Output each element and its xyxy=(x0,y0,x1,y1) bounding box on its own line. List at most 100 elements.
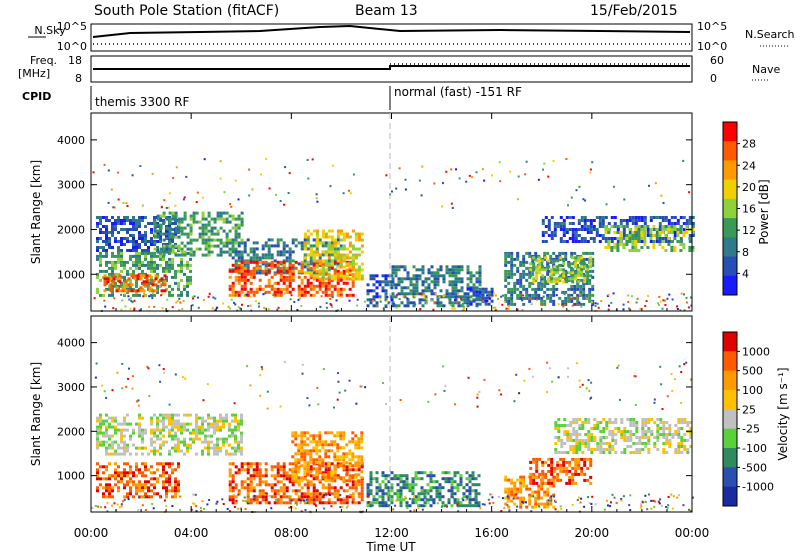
nsky-label: N.Sky xyxy=(34,24,66,37)
x-tick-label: 00:00 xyxy=(675,526,710,540)
x-axis-label: Time UT xyxy=(365,540,416,554)
nsky-tick-bottom-right: 10^0 xyxy=(697,40,727,53)
y-tick-label: 2000 xyxy=(57,425,85,438)
freq-trace xyxy=(93,65,690,70)
y-tick-label: 4000 xyxy=(57,337,85,350)
colorbar-segment xyxy=(723,467,737,488)
x-tick-label: 12:00 xyxy=(374,526,409,540)
colorbar-tick-label: -1000 xyxy=(742,481,774,494)
colorbar-tick-label: -500 xyxy=(742,461,767,474)
colorbar-segment xyxy=(723,237,737,258)
colorbar-segment xyxy=(723,486,737,507)
cpid-left: themis 3300 RF xyxy=(95,95,189,109)
echo-region xyxy=(529,457,593,485)
colorbar-tick-label: 16 xyxy=(742,203,756,216)
colorbar-segment xyxy=(723,428,737,449)
echo-region xyxy=(366,471,481,508)
velocity-y-label: Slant Range [km] xyxy=(29,362,43,466)
echo-region xyxy=(529,256,593,284)
colorbar-tick-label: -100 xyxy=(742,442,767,455)
velocity-data xyxy=(91,361,694,514)
power-y-label: Slant Range [km] xyxy=(29,160,43,264)
y-tick-label: 4000 xyxy=(57,134,85,147)
freq-tick-top: 18 xyxy=(68,54,82,67)
date-title: 15/Feb/2015 xyxy=(590,3,678,19)
ground-scatter xyxy=(92,157,693,313)
echo-region xyxy=(103,274,167,293)
x-tick-label: 16:00 xyxy=(474,526,509,540)
colorbar-segment xyxy=(723,332,737,352)
velocity-colorbar-label: Velocity [m s⁻¹] xyxy=(776,367,790,460)
colorbar-tick-label: 1000 xyxy=(742,345,770,358)
power-colorbar-label: Power [dB] xyxy=(757,179,771,244)
colorbar-tick-label: 4 xyxy=(742,267,749,280)
echo-region xyxy=(554,418,693,454)
colorbar-tick-label: 500 xyxy=(742,365,763,378)
power-data xyxy=(92,157,695,313)
cpid-label: CPID xyxy=(22,90,51,103)
velocity-colorbar: 1000 500 100 25 -25 -100 -500 -1000 xyxy=(722,331,774,507)
echo-region xyxy=(153,211,244,257)
echo-region xyxy=(391,265,482,308)
x-tick-label: 08:00 xyxy=(274,526,309,540)
cpid-strip: CPID themis 3300 RF normal (fast) -151 R… xyxy=(22,85,522,110)
colorbar-tick-label: 12 xyxy=(742,224,756,237)
x-axis-ticks: 00:00 04:00 08:00 12:00 16:00 20:00 00:00 xyxy=(74,113,710,540)
colorbar-tick-label: 24 xyxy=(742,159,756,172)
echo-region xyxy=(604,225,695,252)
colorbar-tick-label: 100 xyxy=(742,384,763,397)
nsky-tick-top: 10^5 xyxy=(57,20,87,33)
x-tick-label: 04:00 xyxy=(174,526,209,540)
nsky-strip: N.Sky 10^5 10^0 10^5 10^0 N.Search xyxy=(28,20,795,53)
echo-region xyxy=(366,274,394,308)
colorbar-segment xyxy=(723,122,737,142)
velocity-y-ticks: 1000 2000 3000 4000 xyxy=(57,337,692,483)
colorbar-segment xyxy=(723,409,737,430)
nave-tick-bottom: 0 xyxy=(710,72,717,85)
nave-tick-top: 60 xyxy=(710,54,724,67)
echo-region xyxy=(96,413,243,456)
freq-tick-bottom: 8 xyxy=(75,72,82,85)
echo-region xyxy=(291,431,364,483)
freq-unit: [MHz] xyxy=(18,67,50,80)
colorbar-segment xyxy=(723,275,737,296)
echo-region xyxy=(96,462,180,499)
nsky-tick-top-right: 10^5 xyxy=(697,20,727,33)
power-panel: 1000 2000 3000 4000 Slant Range [km] 28 24 20… xyxy=(29,112,771,313)
colorbar-segment xyxy=(723,198,737,219)
cpid-right: normal (fast) -151 RF xyxy=(394,85,522,99)
station-title: South Pole Station (fitACF) xyxy=(94,3,279,19)
y-tick-label: 3000 xyxy=(57,179,85,192)
colorbar-tick-label: 8 xyxy=(742,246,749,259)
colorbar-segment xyxy=(723,179,737,200)
colorbar-segment xyxy=(723,218,737,238)
colorbar-segment xyxy=(723,141,737,161)
y-tick-label: 2000 xyxy=(57,223,85,236)
colorbar-segment xyxy=(723,160,737,181)
nsearch-label: N.Search xyxy=(745,28,795,41)
x-tick-label: 20:00 xyxy=(575,526,610,540)
power-colorbar: 28 24 20 16 12 8 4 xyxy=(722,121,756,296)
colorbar-tick-label: 28 xyxy=(742,138,756,151)
x-tick-label: 00:00 xyxy=(74,526,109,540)
y-tick-label: 3000 xyxy=(57,381,85,394)
nave-label: Nave xyxy=(752,63,780,76)
beam-title: Beam 13 xyxy=(355,3,418,19)
freq-label: Freq. xyxy=(30,54,57,67)
y-tick-label: 1000 xyxy=(57,470,85,483)
power-y-ticks: 1000 2000 3000 4000 xyxy=(57,134,692,281)
echo-region xyxy=(303,229,364,281)
colorbar-segment xyxy=(723,370,737,391)
colorbar-segment xyxy=(723,390,737,410)
colorbar-segment xyxy=(723,256,737,277)
colorbar-tick-label: -25 xyxy=(742,423,760,436)
colorbar-segment xyxy=(723,448,737,468)
nsky-tick-bottom: 10^0 xyxy=(57,40,87,53)
freq-strip: Freq. [MHz] 18 8 60 0 Nave xyxy=(18,54,780,85)
velocity-panel: 1000 2000 3000 4000 Slant Range [km] 1000 50… xyxy=(29,315,790,514)
colorbar-tick-label: 25 xyxy=(742,403,756,416)
y-tick-label: 1000 xyxy=(57,268,85,281)
colorbar-segment xyxy=(723,351,737,372)
nsky-trace xyxy=(92,24,691,38)
